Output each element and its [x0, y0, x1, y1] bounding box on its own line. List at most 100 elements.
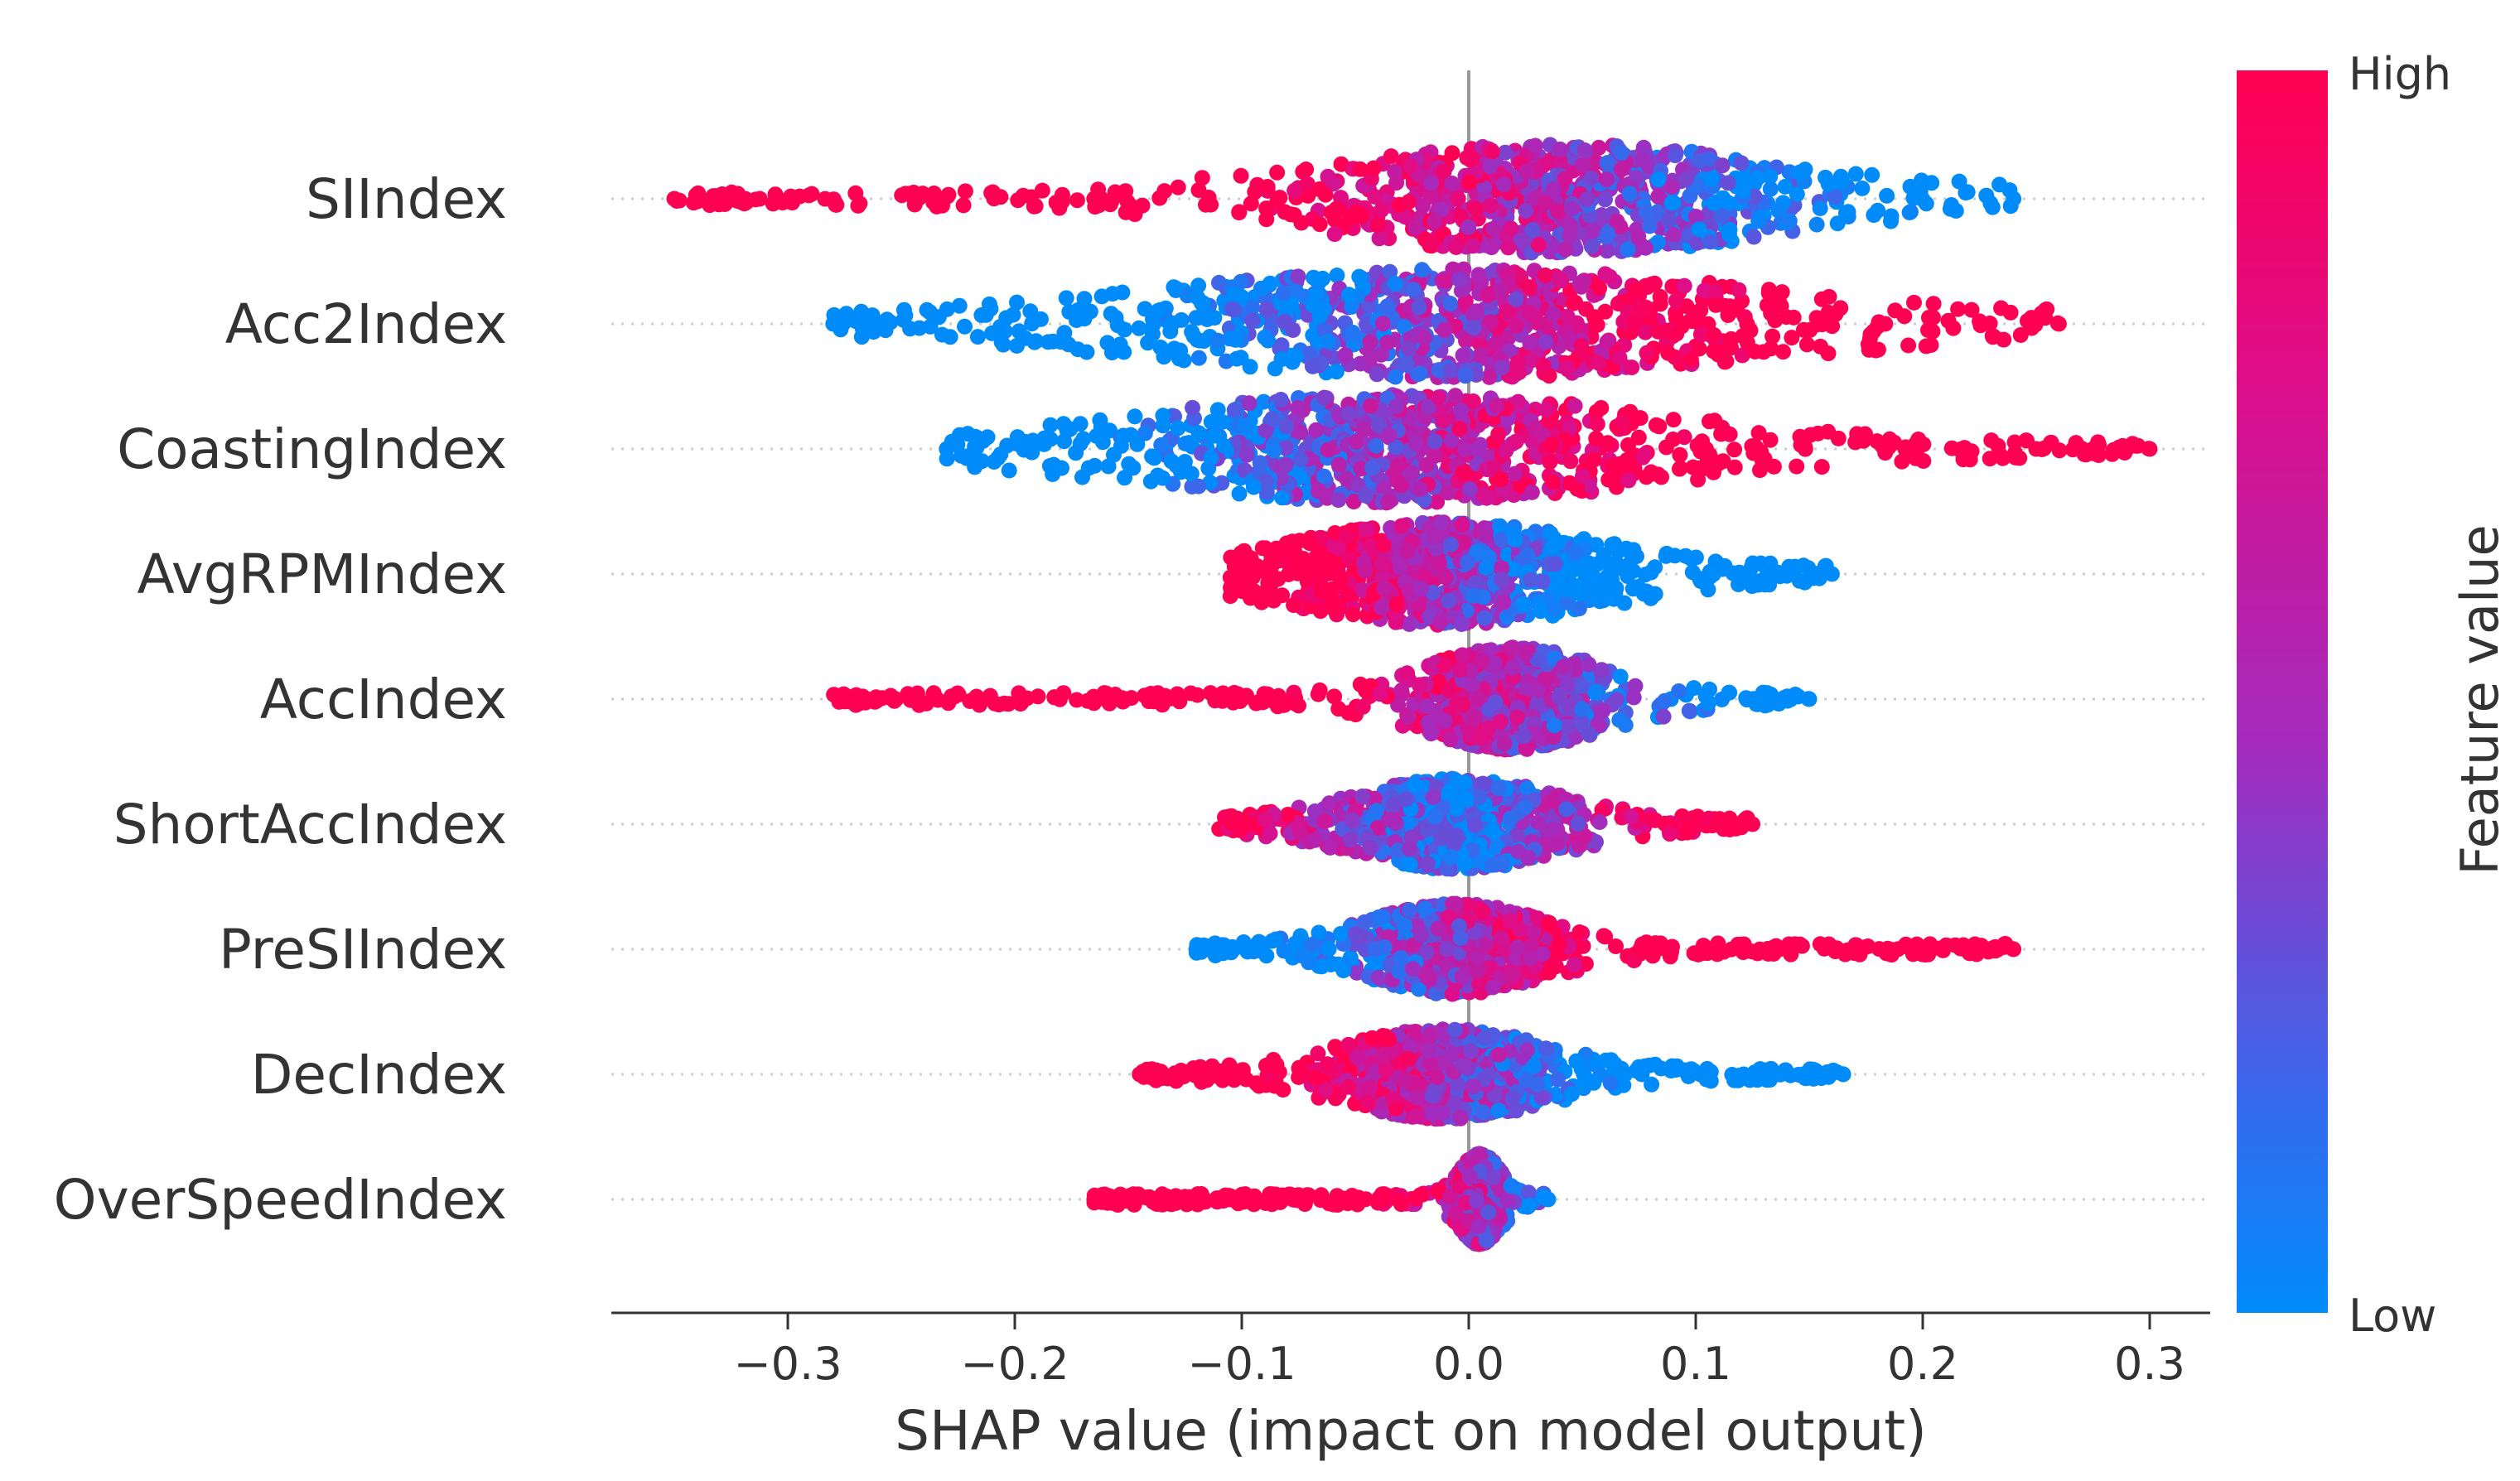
- shap-point: [1056, 433, 1073, 450]
- shap-point: [1125, 460, 1142, 476]
- shap-point: [1447, 388, 1464, 404]
- shap-point: [1431, 555, 1447, 572]
- shap-point: [666, 191, 683, 207]
- shap-point: [1789, 186, 1805, 202]
- shap-point: [2073, 441, 2090, 457]
- shap-point: [1599, 225, 1615, 242]
- shap-point: [951, 297, 968, 314]
- shap-point: [1830, 430, 1847, 446]
- shap-point: [1383, 148, 1399, 165]
- shap-point: [1127, 408, 1143, 425]
- shap-point: [1613, 144, 1629, 161]
- shap-point: [906, 196, 923, 213]
- shap-point: [1340, 528, 1356, 545]
- shap-point: [1482, 197, 1499, 214]
- shap-point: [1190, 310, 1206, 326]
- shap-point: [1658, 439, 1674, 456]
- shap-point: [1264, 411, 1281, 427]
- shap-point: [1022, 303, 1039, 320]
- shap-point: [1906, 294, 1922, 311]
- shap-point: [1763, 305, 1779, 321]
- shap-point: [1290, 268, 1306, 285]
- shap-point: [1493, 471, 1509, 487]
- shap-point: [1245, 479, 1262, 495]
- shap-point: [1995, 450, 2011, 466]
- shap-point: [1286, 597, 1302, 613]
- shap-point: [1546, 601, 1562, 617]
- shap-point: [1288, 283, 1305, 300]
- shap-point: [1544, 538, 1561, 555]
- shap-point: [1777, 178, 1793, 195]
- shap-point: [1372, 686, 1388, 702]
- shap-point: [1552, 141, 1568, 157]
- shap-point: [1575, 157, 1591, 173]
- shap-point: [1764, 328, 1781, 345]
- feature-row-points: [939, 387, 2158, 511]
- shap-point: [2050, 316, 2067, 332]
- shap-point: [1001, 462, 1017, 479]
- shap-point: [1258, 211, 1275, 228]
- shap-point: [1269, 164, 1286, 181]
- shap-point: [902, 692, 919, 708]
- shap-point: [850, 197, 867, 214]
- shap-point: [1672, 461, 1687, 477]
- shap-point: [1518, 644, 1534, 661]
- shap-point: [1292, 451, 1309, 468]
- shap-point: [1562, 217, 1578, 234]
- shap-point: [1482, 158, 1499, 175]
- shap-point: [1538, 195, 1554, 211]
- shap-point: [1901, 205, 1918, 220]
- shap-point: [1638, 299, 1654, 316]
- shap-point: [1824, 318, 1841, 335]
- shap-point: [1233, 167, 1249, 184]
- shap-point: [1942, 200, 1958, 217]
- shap-point: [896, 302, 912, 318]
- shap-point: [1576, 142, 1593, 158]
- shap-point: [825, 316, 842, 332]
- shap-point: [1393, 683, 1410, 699]
- shap-point: [1706, 326, 1722, 343]
- shap-point: [1545, 306, 1562, 322]
- shap-point: [1272, 392, 1289, 408]
- shap-point: [1282, 206, 1299, 223]
- shap-point: [986, 191, 1002, 207]
- shap-point: [1444, 176, 1460, 191]
- shap-point: [1545, 474, 1561, 490]
- shap-point: [1914, 172, 1929, 189]
- shap-point: [1316, 389, 1332, 406]
- shap-point: [1611, 456, 1628, 472]
- shap-point: [1767, 566, 1784, 582]
- shap-point: [1900, 337, 1917, 354]
- shap-point: [1453, 616, 1470, 632]
- shap-point: [1440, 485, 1456, 501]
- shap-point: [1123, 690, 1140, 707]
- shap-point: [1423, 175, 1440, 191]
- shap-point: [1448, 239, 1465, 255]
- shap-point: [1509, 317, 1525, 334]
- shap-point: [1770, 202, 1787, 219]
- shap-point: [1469, 441, 1485, 457]
- shap-point: [1441, 683, 1457, 699]
- shap-point: [1555, 658, 1571, 675]
- shap-point: [1521, 279, 1538, 296]
- shap-point: [1156, 349, 1172, 365]
- shap-point: [1432, 614, 1449, 630]
- shap-point: [1630, 579, 1647, 595]
- shap-point: [1388, 369, 1403, 385]
- shap-point: [2141, 441, 2158, 457]
- shap-point: [1496, 176, 1512, 193]
- shap-point: [1545, 181, 1562, 198]
- shap-point: [1887, 302, 1904, 319]
- shap-point: [1588, 587, 1605, 604]
- shap-point: [1624, 562, 1641, 579]
- shap-point: [1168, 280, 1185, 297]
- shap-point: [1456, 441, 1473, 457]
- shap-point: [1629, 548, 1644, 565]
- shap-point: [1058, 290, 1074, 306]
- shap-point: [1460, 554, 1475, 571]
- shap-point: [1116, 344, 1132, 360]
- shap-point: [2037, 302, 2054, 318]
- shap-point: [1461, 481, 1478, 498]
- shap-point: [1644, 276, 1660, 292]
- shap-point: [1155, 408, 1171, 424]
